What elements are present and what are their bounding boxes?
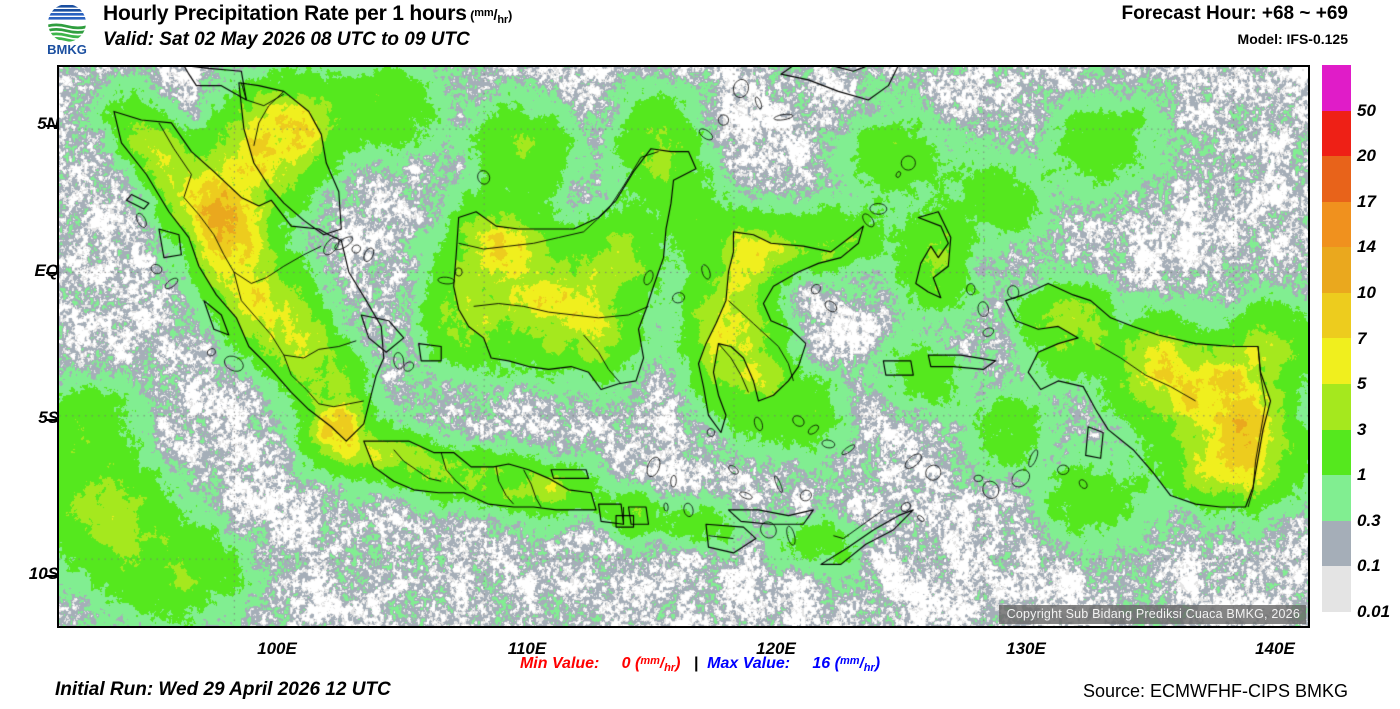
unit-denominator: hr [497, 14, 508, 26]
colorbar-band [1322, 247, 1351, 293]
colorbar-band [1322, 475, 1351, 521]
colorbar-band [1322, 566, 1351, 612]
min-value-number: 0 [621, 655, 631, 672]
colorbar-band [1322, 110, 1351, 157]
valid-time-text: Valid: Sat 02 May 2026 08 UTC to 09 UTC [103, 29, 470, 50]
colorbar-tick-label: 14 [1357, 237, 1376, 257]
colorbar-band [1322, 201, 1351, 248]
colorbar-tick-label: 20 [1357, 146, 1376, 166]
colorbar-tick-label: 0.1 [1357, 556, 1381, 576]
colorbar-tick-label: 10 [1357, 282, 1376, 302]
colorbar-tick-label: 0.01 [1357, 602, 1391, 621]
max-value-label: Max Value: [707, 655, 791, 672]
model-name-text: Model: IFS-0.125 [1237, 31, 1348, 47]
x-tick-label: 120E [756, 639, 796, 658]
y-tick-mark [46, 272, 57, 274]
colorbar-tick-label: 5 [1357, 374, 1367, 394]
copyright-watermark: Copyright Sub Bidang Prediksi Cuaca BMKG… [998, 605, 1306, 624]
x-tick-label: 140E [1255, 639, 1295, 658]
colorbar-band [1322, 65, 1351, 111]
colorbar-tick-label: 50 [1357, 100, 1376, 120]
y-tick-label: 5N [37, 114, 59, 133]
bmkg-logo-text: BMKG [47, 42, 87, 56]
max-value-number: 16 [812, 655, 831, 672]
source-text: Source: ECMWFHF-CIPS BMKG [1082, 681, 1348, 701]
bmkg-logo-svg: BMKG [47, 5, 87, 57]
y-tick-mark [46, 419, 57, 421]
colorbar-band [1322, 520, 1351, 567]
x-tick-label: 130E [1006, 639, 1046, 658]
map-canvas[interactable] [59, 67, 1308, 626]
max-value-unit: (mm/hr) [830, 655, 881, 674]
colorbar-band [1322, 429, 1351, 476]
x-tick-label: 110E [507, 639, 547, 658]
colorbar-tick-label: 3 [1357, 419, 1367, 439]
page-title-text: Hourly Precipitation Rate per 1 hours [103, 2, 467, 25]
x-tick-label: 100E [257, 639, 297, 658]
y-tick-label: 10S [28, 564, 59, 583]
colorbar-tick-label: 7 [1357, 328, 1367, 348]
bmkg-logo: BMKG [38, 2, 96, 57]
precipitation-map[interactable]: Copyright Sub Bidang Prediksi Cuaca BMKG… [57, 65, 1310, 628]
initial-run-text: Initial Run: Wed 29 April 2026 12 UTC [55, 679, 391, 700]
y-tick-mark [46, 125, 57, 127]
min-value-unit: (mm/hr) [630, 655, 681, 674]
y-tick-label: 5S [38, 408, 59, 427]
page-title-unit: (mm/hr) [466, 7, 513, 26]
colorbar-tick-label: 17 [1357, 191, 1376, 211]
colorbar-band [1322, 384, 1351, 430]
colorbar-band [1322, 338, 1351, 385]
y-tick-mark [46, 575, 57, 577]
minmax-separator: | [693, 655, 699, 672]
page-title: Hourly Precipitation Rate per 1 hours (m… [103, 2, 512, 26]
colorbar-band [1322, 292, 1351, 339]
min-value-label: Min Value: [519, 655, 600, 672]
forecast-hour-text: Forecast Hour: +68 ~ +69 [1121, 3, 1348, 24]
colorbar-band [1322, 156, 1351, 202]
min-max-line: Min Value: 0 (mm/hr) | Max Value: 16 (mm… [0, 655, 1400, 674]
colorbar-tick-label: 0.3 [1357, 510, 1381, 530]
y-tick-label: EQ [34, 261, 59, 280]
colorbar [1322, 65, 1351, 612]
colorbar-tick-label: 1 [1357, 465, 1367, 485]
unit-numerator: mm [474, 7, 494, 19]
